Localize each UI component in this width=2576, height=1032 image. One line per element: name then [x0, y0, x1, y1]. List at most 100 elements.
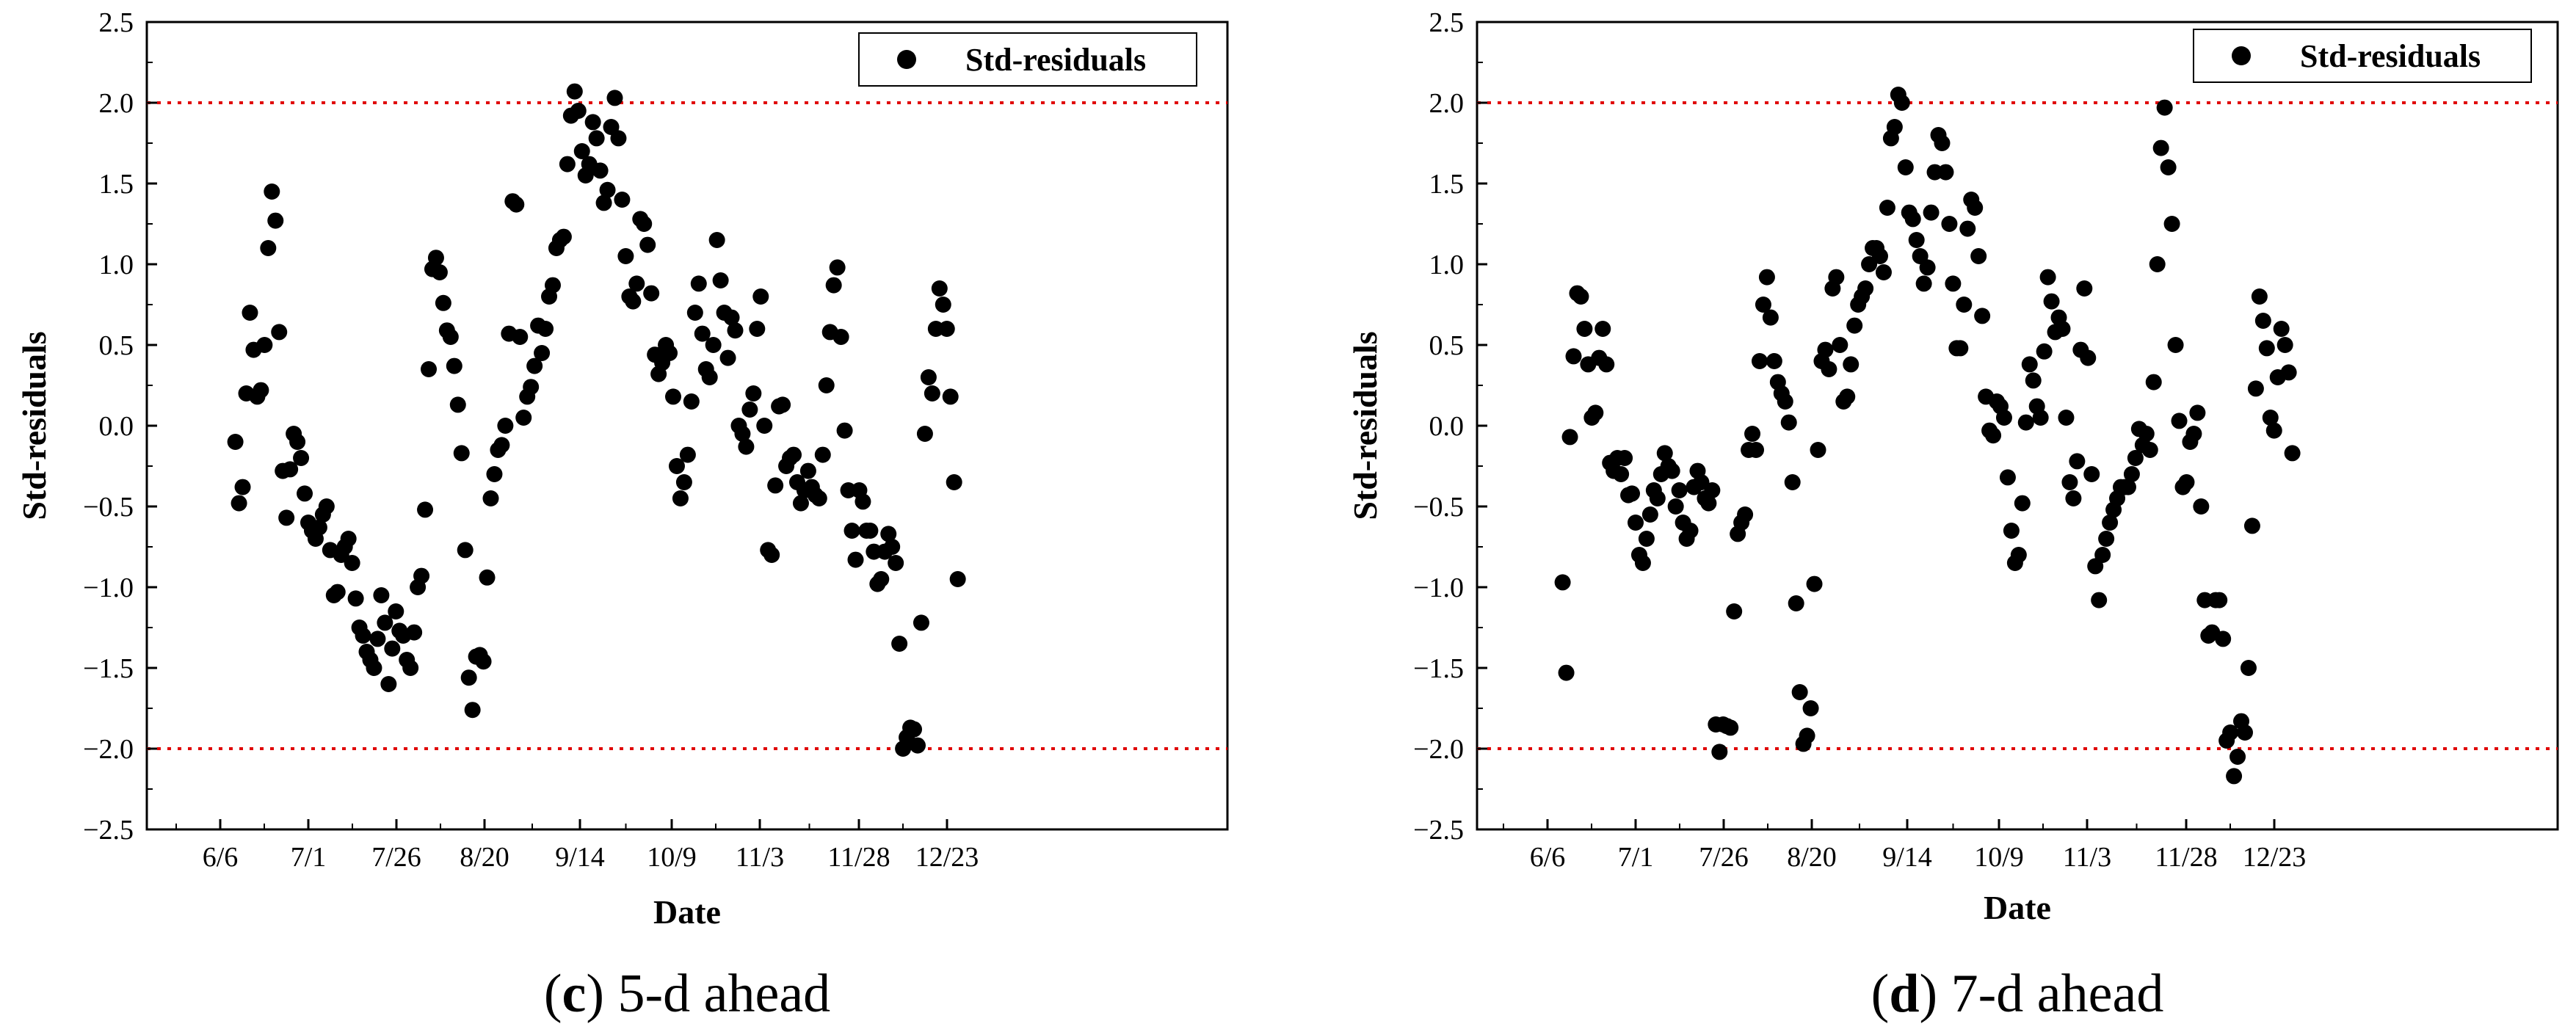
data-point — [2102, 515, 2119, 531]
data-point — [388, 603, 404, 619]
data-point — [493, 437, 510, 454]
data-point — [2119, 479, 2136, 495]
data-point — [537, 321, 554, 337]
data-point — [1682, 523, 1699, 539]
y-tick-label: −2.5 — [83, 815, 134, 846]
data-point — [2247, 380, 2264, 397]
data-point — [599, 181, 616, 198]
data-point — [1711, 744, 1728, 760]
data-point — [913, 614, 929, 631]
data-point — [1638, 531, 1655, 547]
data-point — [1762, 309, 1779, 326]
data-point — [891, 636, 908, 652]
data-point — [1634, 555, 1651, 571]
y-tick-label: −0.5 — [1413, 492, 1464, 523]
data-point — [810, 490, 827, 506]
data-point — [1624, 485, 1641, 502]
data-point — [427, 250, 444, 266]
data-point — [406, 624, 423, 641]
data-point — [2240, 660, 2257, 676]
data-point — [2043, 293, 2060, 310]
data-point — [1799, 727, 1815, 744]
data-point — [377, 614, 393, 631]
data-point — [1780, 414, 1797, 431]
data-point — [2167, 337, 2184, 353]
data-point — [1667, 498, 1684, 515]
data-point — [570, 103, 587, 119]
data-point — [264, 183, 280, 200]
data-point — [523, 379, 540, 396]
data-point — [665, 388, 681, 405]
data-point — [318, 498, 335, 515]
scatter-points — [1554, 87, 2301, 785]
data-point — [843, 523, 860, 539]
data-point — [1649, 490, 1666, 506]
data-point — [1755, 297, 1771, 313]
panel-caption: (c) 5-d ahead — [544, 964, 830, 1024]
data-point — [1617, 450, 1633, 466]
y-tick-label: 1.5 — [1429, 169, 1465, 200]
data-point — [1722, 719, 1739, 736]
x-tick-label: 11/28 — [2155, 842, 2217, 873]
y-tick-label: 1.0 — [1429, 250, 1465, 280]
data-point — [2211, 592, 2228, 608]
data-point — [946, 474, 962, 490]
data-point — [1758, 269, 1775, 286]
data-point — [1974, 308, 1991, 324]
y-axis-ticks: −2.5 −2.0 −1.5 −1.0 −0.5 0.0 0.5 1.0 1.5 2.0 2.5 — [1413, 7, 1487, 846]
data-point — [1886, 119, 1903, 135]
data-point — [1959, 220, 1976, 237]
data-point — [421, 361, 438, 377]
data-point — [2178, 474, 2195, 490]
x-tick-label: 6/6 — [203, 842, 239, 873]
data-point — [1700, 495, 1717, 512]
data-point — [2138, 426, 2155, 442]
data-point — [234, 479, 251, 495]
data-point — [1821, 361, 1837, 377]
x-tick-label: 7/26 — [371, 842, 421, 873]
data-point — [2145, 374, 2162, 390]
y-tick-label: −2.5 — [1413, 815, 1464, 846]
data-point — [873, 571, 890, 587]
data-point — [282, 461, 299, 478]
data-point — [1777, 393, 1793, 410]
data-point — [1945, 275, 1962, 292]
data-point — [366, 660, 382, 676]
data-point — [227, 434, 244, 450]
data-point — [792, 495, 809, 512]
data-point — [756, 418, 773, 434]
data-point — [2017, 414, 2034, 431]
data-point — [1952, 340, 1969, 357]
y-tick-label: 0.5 — [1429, 330, 1465, 361]
x-tick-label: 7/26 — [1699, 842, 1749, 873]
data-point — [847, 551, 864, 568]
data-point — [592, 162, 609, 179]
x-tick-label: 11/28 — [827, 842, 890, 873]
data-point — [2036, 343, 2053, 360]
data-point — [909, 737, 926, 754]
data-point — [2185, 426, 2202, 442]
data-point — [2189, 404, 2206, 421]
data-point — [2262, 410, 2279, 426]
data-point — [1766, 353, 1782, 369]
y-tick-label: −1.0 — [1413, 573, 1464, 603]
y-tick-label: 1.5 — [99, 169, 134, 200]
data-point — [668, 458, 685, 474]
caption-open: ( — [1871, 964, 1890, 1024]
data-point — [2149, 256, 2166, 272]
data-point — [1587, 404, 1604, 421]
data-point — [2003, 523, 2020, 539]
data-point — [2276, 337, 2293, 353]
data-point — [435, 294, 451, 311]
data-point — [453, 445, 470, 462]
data-point — [289, 434, 306, 450]
y-tick-label: 2.0 — [99, 88, 134, 119]
data-point — [271, 324, 288, 341]
data-point — [2265, 422, 2282, 439]
data-point — [1576, 321, 1593, 337]
data-point — [1941, 216, 1958, 232]
data-point — [256, 337, 273, 353]
data-point — [1967, 200, 1984, 216]
data-point — [297, 485, 313, 502]
data-point — [1737, 506, 1754, 523]
